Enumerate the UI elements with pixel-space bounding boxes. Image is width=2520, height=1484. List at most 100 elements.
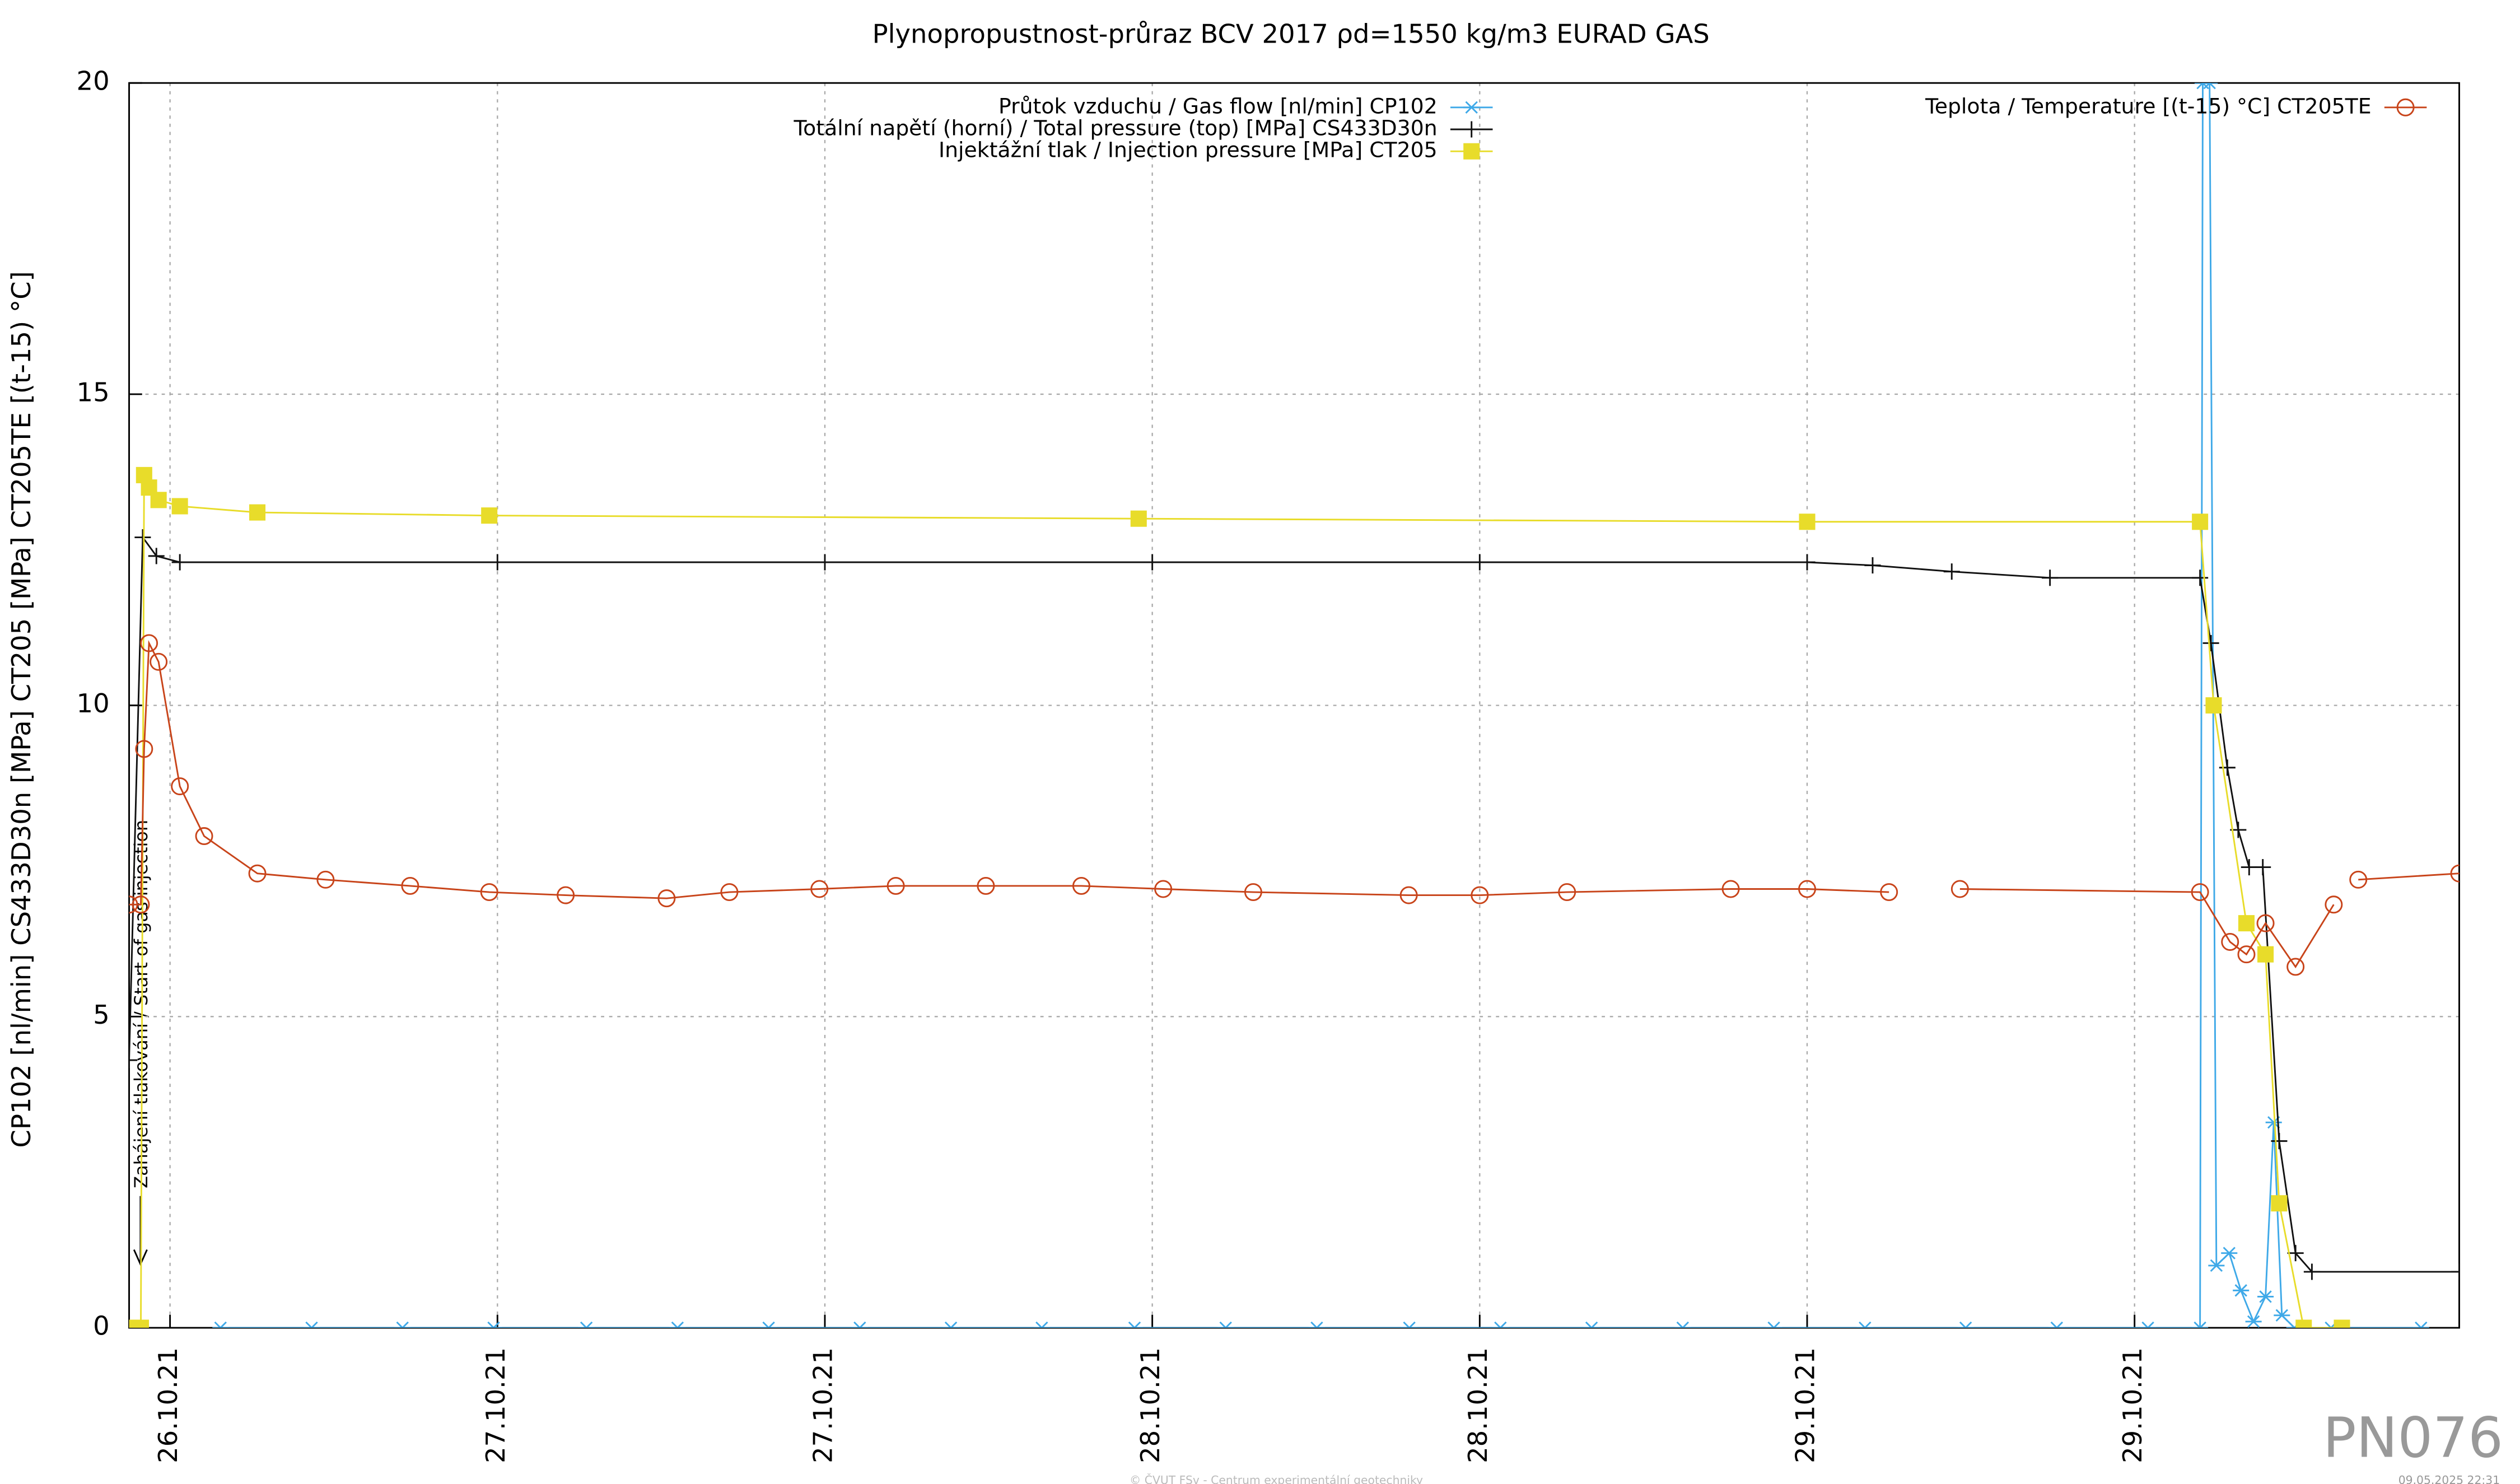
marker-shape	[557, 886, 575, 904]
marker-stroke	[676, 1321, 684, 1328]
marker-stroke	[2203, 83, 2211, 90]
marker-shape	[1558, 883, 1576, 902]
marker	[1144, 554, 1161, 571]
marker	[1583, 1321, 1600, 1328]
marker	[2334, 1319, 2350, 1328]
legend-label: Injektážní tlak / Injection pressure [MP…	[939, 138, 1438, 162]
y-tick-label: 20	[77, 66, 110, 96]
marker	[171, 777, 189, 796]
marker	[2201, 83, 2218, 90]
marker	[1471, 886, 1489, 904]
marker-shape	[129, 895, 138, 914]
marker	[2256, 914, 2275, 932]
marker-stroke	[858, 1321, 866, 1328]
marker	[816, 554, 833, 571]
y-tick-label: 15	[77, 377, 110, 407]
marker	[303, 1321, 320, 1328]
x-tick-label: 27.10.21	[808, 1347, 838, 1463]
marker-stroke	[1964, 1321, 1972, 1328]
marker-shape	[2325, 895, 2343, 914]
marker	[1798, 880, 1816, 898]
y-tick-label: 0	[93, 1311, 110, 1341]
marker-shape	[2286, 958, 2305, 976]
marker	[1399, 886, 1418, 904]
marker-stroke	[580, 1321, 588, 1328]
marker-stroke	[853, 1321, 861, 1328]
marker	[886, 876, 905, 895]
marker	[171, 554, 188, 571]
marker-shape	[1721, 880, 1740, 898]
marker	[2295, 1319, 2312, 1328]
marker	[481, 507, 498, 524]
marker	[2192, 1321, 2209, 1328]
marker	[195, 827, 213, 846]
marker-shape	[2349, 870, 2368, 889]
marker	[2396, 98, 2415, 116]
marker-stroke	[1864, 1321, 1872, 1328]
marker	[2412, 1321, 2429, 1328]
marker-shape	[2271, 1195, 2288, 1212]
marker-stroke	[310, 1321, 318, 1328]
marker	[148, 548, 165, 564]
marker	[1308, 1321, 1325, 1328]
marker-stroke	[1772, 1321, 1780, 1328]
marker	[657, 889, 676, 908]
marker	[2255, 859, 2271, 876]
marker-shape	[150, 492, 167, 508]
marker	[2192, 570, 2209, 586]
marker-shape	[2295, 1319, 2312, 1328]
marker	[2208, 1259, 2225, 1272]
plot-area	[129, 83, 2460, 1328]
marker-shape	[1798, 880, 1816, 898]
marker-shape	[1072, 876, 1090, 895]
marker-stroke	[1224, 1321, 1232, 1328]
marker	[1126, 1321, 1143, 1328]
marker	[557, 886, 575, 904]
marker-shape	[1130, 510, 1147, 527]
marker-shape	[135, 740, 153, 758]
marker-shape	[140, 634, 158, 652]
marker-stroke	[1035, 1321, 1043, 1328]
marker	[249, 504, 266, 521]
marker-shape	[316, 870, 335, 889]
series-line	[129, 640, 2460, 969]
marker	[485, 1321, 502, 1328]
marker-stroke	[1403, 1321, 1411, 1328]
marker	[2221, 932, 2239, 951]
marker	[2205, 697, 2222, 714]
marker	[150, 492, 167, 508]
marker-shape	[2205, 697, 2222, 714]
marker	[1950, 880, 1969, 898]
marker-shape	[150, 652, 168, 671]
marker-shape	[2238, 915, 2255, 932]
marker-shape	[195, 827, 213, 846]
marker-stroke	[2325, 1321, 2332, 1328]
marker-stroke	[1585, 1321, 1593, 1328]
marker-stroke	[2210, 1259, 2223, 1272]
marker-stroke	[2288, 1321, 2296, 1328]
marker-shape	[171, 498, 188, 515]
marker-shape	[2237, 945, 2256, 964]
marker-stroke	[1315, 1321, 1323, 1328]
marker-stroke	[1133, 1321, 1141, 1328]
marker-stroke	[2196, 83, 2204, 90]
marker	[129, 895, 138, 914]
marker	[2221, 1247, 2238, 1259]
marker-stroke	[1408, 1321, 1416, 1328]
marker	[132, 895, 150, 914]
marker-shape	[1463, 143, 1480, 160]
marker	[150, 652, 168, 671]
marker-shape	[1399, 886, 1418, 904]
marker-stroke	[219, 1321, 227, 1328]
marker-stroke	[671, 1321, 679, 1328]
x-tick-label: 28.10.21	[1463, 1347, 1493, 1463]
marker	[129, 1052, 138, 1068]
marker	[2238, 915, 2255, 932]
marker	[212, 1321, 229, 1328]
marker-stroke	[2055, 1321, 2064, 1328]
marker	[851, 1321, 868, 1328]
marker-shape	[1154, 880, 1173, 898]
